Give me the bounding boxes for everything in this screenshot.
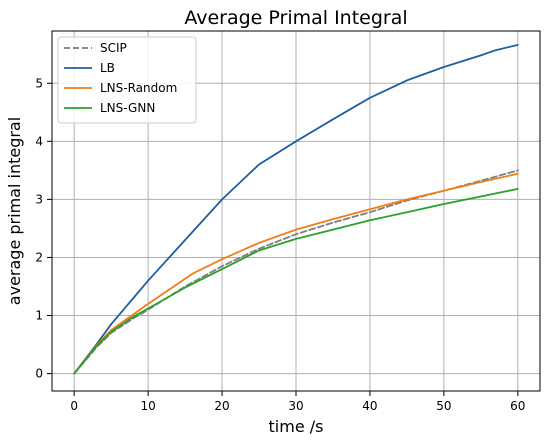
y-tick-label: 1	[35, 309, 43, 323]
x-tick-label: 30	[288, 399, 303, 413]
legend-label: LNS-Random	[100, 81, 177, 95]
chart-title: Average Primal Integral	[184, 7, 407, 29]
series-layer	[73, 44, 519, 375]
grid	[52, 31, 540, 391]
x-tick-label: 60	[510, 399, 525, 413]
legend-box	[57, 36, 197, 124]
y-tick-label: 2	[35, 250, 43, 264]
ticks: 0 10 20 30 40 50 60 0 1 2 3 4 5	[35, 76, 525, 413]
y-tick-label: 4	[35, 134, 43, 148]
x-tick-label: 40	[362, 399, 377, 413]
series-line-lns-gnn	[73, 187, 519, 375]
legend-label: LNS-GNN	[100, 101, 155, 115]
x-axis-label: time /s	[269, 417, 324, 436]
legend: SCIP LB LNS-Random LNS-GNN	[57, 36, 197, 124]
y-axis-label: average primal integral	[5, 117, 24, 305]
x-tick-label: 20	[214, 399, 229, 413]
plot-frame	[51, 30, 541, 392]
x-tick-label: 10	[140, 399, 155, 413]
y-tick-label: 3	[35, 192, 43, 206]
x-tick-label: 0	[70, 399, 78, 413]
legend-label: LB	[100, 61, 115, 75]
y-tick-label: 5	[35, 76, 43, 90]
legend-label: SCIP	[100, 41, 127, 55]
x-tick-label: 50	[436, 399, 451, 413]
y-tick-label: 0	[35, 367, 43, 381]
series-line-lns-random	[73, 172, 519, 375]
series-line-lb	[73, 44, 519, 375]
